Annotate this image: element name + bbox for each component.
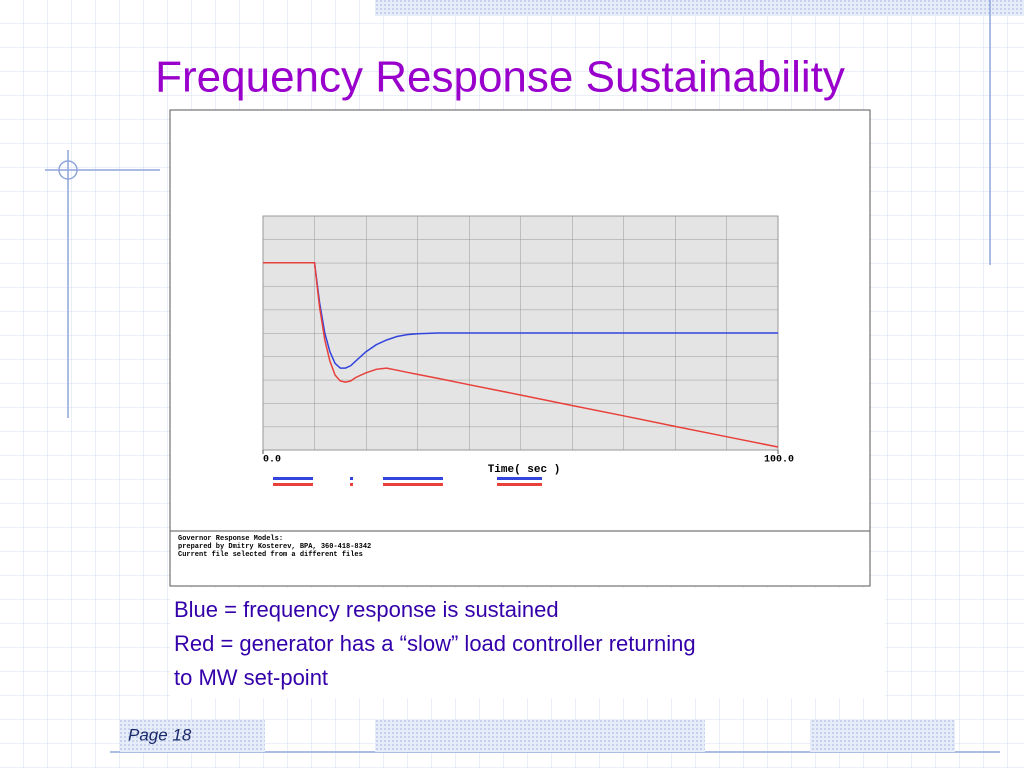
x-axis-label: Time( sec ) bbox=[488, 464, 561, 476]
slide-title: Frequency Response Sustainability bbox=[155, 53, 845, 102]
page-number: Page 18 bbox=[128, 725, 192, 744]
series-line bbox=[263, 262, 778, 369]
legend-blur bbox=[273, 477, 542, 486]
footer-box bbox=[120, 720, 265, 752]
body-line: Red = generator has a “slow” load contro… bbox=[174, 631, 696, 656]
top-band bbox=[375, 0, 1024, 16]
x-tick-label: 100.0 bbox=[764, 455, 794, 466]
footer-box bbox=[375, 720, 705, 752]
footer-box bbox=[810, 720, 955, 752]
chart-note: Current file selected from a different f… bbox=[178, 551, 363, 559]
chart-note: Governor Response Models: bbox=[178, 535, 283, 543]
body-line: Blue = frequency response is sustained bbox=[174, 597, 559, 622]
text-box bbox=[170, 588, 885, 698]
body-line: to MW set-point bbox=[174, 665, 328, 690]
chart-note: prepared by Dmitry Kosterev, BPA, 360-41… bbox=[178, 543, 371, 551]
x-tick-label: 0.0 bbox=[263, 455, 281, 466]
series-line bbox=[263, 262, 779, 448]
